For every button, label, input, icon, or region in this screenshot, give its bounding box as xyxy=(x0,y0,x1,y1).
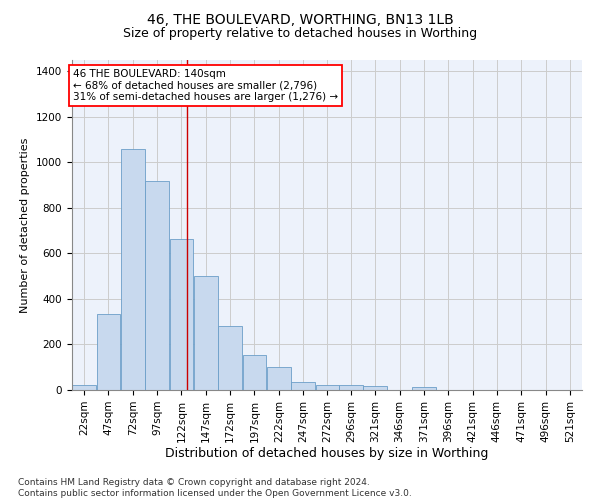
Bar xyxy=(218,326,242,390)
Text: Contains HM Land Registry data © Crown copyright and database right 2024.
Contai: Contains HM Land Registry data © Crown c… xyxy=(18,478,412,498)
Bar xyxy=(363,386,387,390)
Bar xyxy=(145,180,169,390)
Text: Size of property relative to detached houses in Worthing: Size of property relative to detached ho… xyxy=(123,28,477,40)
Text: 46, THE BOULEVARD, WORTHING, BN13 1LB: 46, THE BOULEVARD, WORTHING, BN13 1LB xyxy=(146,12,454,26)
Bar xyxy=(121,149,145,390)
X-axis label: Distribution of detached houses by size in Worthing: Distribution of detached houses by size … xyxy=(166,448,488,460)
Text: 46 THE BOULEVARD: 140sqm
← 68% of detached houses are smaller (2,796)
31% of sem: 46 THE BOULEVARD: 140sqm ← 68% of detach… xyxy=(73,69,338,102)
Bar xyxy=(194,276,218,390)
Bar xyxy=(339,384,363,390)
Bar xyxy=(170,238,193,390)
Bar xyxy=(316,384,340,390)
Bar xyxy=(291,382,315,390)
Bar xyxy=(267,366,291,390)
Y-axis label: Number of detached properties: Number of detached properties xyxy=(20,138,31,312)
Bar xyxy=(72,386,96,390)
Bar xyxy=(242,354,266,390)
Bar xyxy=(412,388,436,390)
Bar xyxy=(97,314,121,390)
